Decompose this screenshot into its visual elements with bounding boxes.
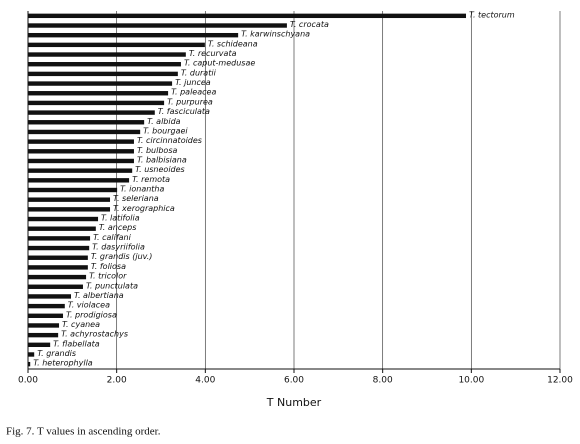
x-tick-label: 6.00	[284, 376, 304, 386]
bar	[28, 52, 186, 57]
bar	[28, 236, 91, 241]
bar-label: T. latifolia	[101, 214, 140, 223]
bar-label: T. schideana	[208, 39, 258, 48]
bar	[28, 313, 64, 318]
x-tick-label: 12.00	[547, 376, 573, 386]
bar	[28, 139, 134, 144]
bar-label: T. albida	[147, 117, 181, 126]
bar-label: T. grandis	[37, 349, 76, 358]
bar	[28, 187, 118, 193]
bar-label: T. duratii	[181, 68, 217, 77]
bar	[28, 100, 165, 106]
bar	[28, 32, 239, 38]
bar-label: T. dasyriifolia	[92, 243, 145, 252]
bar-label: T. flabellata	[53, 339, 100, 348]
bar-label: T. achyrostachys	[61, 330, 128, 339]
bar	[28, 303, 65, 309]
bar-label: T. xerographica	[113, 204, 175, 213]
bar	[28, 13, 467, 19]
bar	[28, 323, 60, 328]
bar	[28, 120, 145, 125]
bar-label: T. balbisiana	[137, 155, 187, 164]
bar	[28, 284, 83, 289]
bar-label: T. bulbosa	[137, 146, 178, 155]
bar	[28, 23, 287, 28]
bar-label: T. ionantha	[120, 185, 164, 194]
bar-label: T. fasciculata	[158, 107, 210, 116]
bar-label: T. recurvata	[189, 49, 237, 58]
bar-label: T. paleacea	[171, 88, 216, 97]
bar	[28, 129, 141, 135]
bar-label: T. grandis (juv.)	[91, 252, 153, 261]
bar-label: T. circinnatoides	[137, 136, 202, 145]
bar	[28, 294, 72, 299]
bar-label: T. foliosa	[91, 262, 126, 271]
bar-label: T. usneoides	[135, 165, 185, 174]
bar	[28, 42, 205, 48]
bar	[28, 226, 96, 231]
bar	[28, 216, 99, 222]
x-tick-label: 10.00	[458, 376, 484, 386]
bar	[28, 81, 173, 86]
bar-label: T. seleriana	[113, 194, 159, 203]
bar	[28, 207, 111, 212]
x-axis-label: T Number	[266, 396, 322, 409]
bar	[28, 265, 88, 270]
bar	[28, 71, 178, 77]
bar-label: T. caput-medusae	[184, 59, 255, 68]
bar-label: T. bourgaei	[143, 126, 188, 135]
bar	[28, 197, 111, 202]
bar-label: T. punctulata	[86, 281, 138, 290]
caption: Fig. 7. T values in ascending order.	[6, 426, 161, 438]
bar	[28, 91, 169, 96]
x-tick-label: 8.00	[373, 376, 393, 386]
bar	[28, 255, 88, 260]
bar	[28, 178, 130, 183]
x-tick-label: 0.00	[18, 376, 38, 386]
bar	[28, 245, 90, 251]
x-tick-label: 2.00	[107, 376, 127, 386]
bar-label: T. violacea	[68, 301, 110, 310]
bar	[28, 149, 134, 154]
bar-label: T. juncea	[175, 78, 211, 87]
bar-label: T. purpurea	[167, 97, 213, 106]
bar-label: T. albertiana	[74, 291, 124, 300]
bar-label: T. heterophylla	[33, 359, 93, 368]
bar-label: T. karwinschyana	[241, 30, 310, 39]
bar-label: T. cyanea	[62, 320, 100, 329]
bar	[28, 352, 35, 357]
x-tick-label: 4.00	[195, 376, 215, 386]
bar	[28, 62, 181, 67]
bar-label: T. crocata	[290, 20, 329, 29]
bar	[28, 158, 134, 164]
bar-label: T. tectorum	[469, 10, 515, 19]
bar	[28, 361, 31, 367]
bar	[28, 332, 59, 338]
bar-label: T. anceps	[99, 223, 137, 232]
bar	[28, 168, 133, 173]
bar-label: T. prodigiosa	[66, 310, 117, 319]
bar-label: T. califani	[93, 233, 132, 242]
bar	[28, 342, 51, 348]
bar-label: T. tricolor	[89, 272, 127, 281]
bar-label: T. remota	[132, 175, 170, 184]
bar	[28, 274, 87, 280]
bar	[28, 110, 155, 115]
